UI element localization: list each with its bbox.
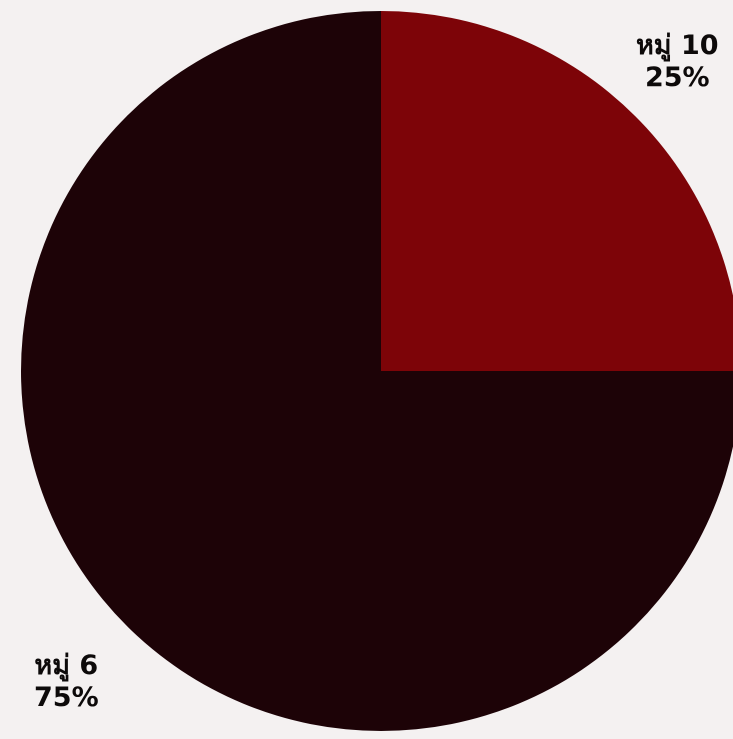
slice-label-1-percent: 75% xyxy=(34,682,99,713)
pie-slice-1 xyxy=(21,11,733,731)
slice-label-1-name: หมู่ 6 xyxy=(34,650,99,681)
slice-label-1: หมู่ 6 75% xyxy=(34,650,99,714)
slice-label-0: หมู่ 10 25% xyxy=(636,30,719,94)
pie-slice-0 xyxy=(381,11,733,371)
slice-label-0-percent: 25% xyxy=(644,62,710,93)
slice-label-0-name: หมู่ 10 xyxy=(636,30,719,61)
